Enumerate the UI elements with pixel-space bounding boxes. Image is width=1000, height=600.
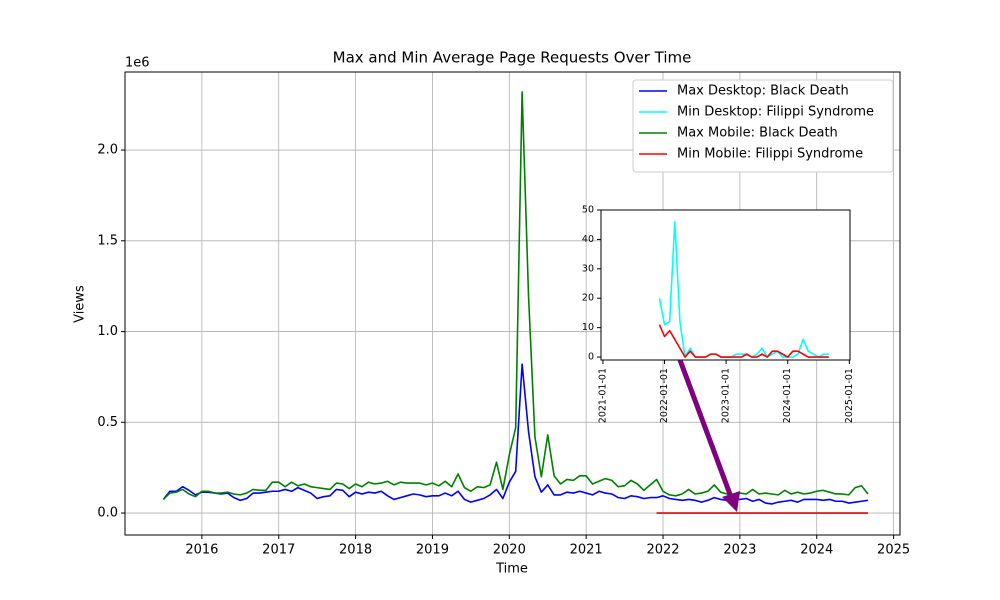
series-line: [162, 91, 869, 500]
x-tick-label: 2016: [185, 543, 218, 558]
y-tick-label: 30: [582, 263, 594, 274]
x-tick-label: 2024-01-01: [782, 368, 793, 423]
y-tick-label: 10: [582, 322, 594, 333]
plot-frame: [124, 71, 901, 536]
x-tick-label: 2025: [877, 543, 910, 558]
series-line: [162, 363, 869, 505]
y-tick-label: 50: [582, 205, 594, 216]
legend-label: Min Mobile: Filippi Syndrome: [677, 147, 863, 162]
x-tick-label: 2018: [339, 543, 372, 558]
x-tick-label: 2024: [800, 543, 833, 558]
x-tick-label: 2017: [262, 543, 295, 558]
x-tick-label: 2022-01-01: [659, 368, 670, 423]
x-tick-label: 2025-01-01: [844, 368, 855, 423]
y-tick-label: 40: [582, 234, 594, 245]
y-tick-label: 0.5: [97, 415, 118, 430]
x-tick-label: 2019: [416, 543, 449, 558]
plot-area: [601, 210, 850, 360]
y-tick-label: 1.5: [97, 233, 118, 248]
series-line: [658, 220, 829, 358]
y-axis-label: Views: [73, 285, 88, 323]
x-tick-label: 2023: [723, 543, 756, 558]
legend-label: Max Desktop: Black Death: [677, 84, 849, 99]
chart-title: Max and Min Average Page Requests Over T…: [333, 49, 692, 67]
legend-label: Min Desktop: Filippi Syndrome: [677, 105, 874, 120]
arrow-head: [722, 491, 740, 512]
plot-frame: [600, 209, 851, 361]
legend-label: Max Mobile: Black Death: [677, 126, 838, 141]
y-tick-label: 0: [588, 352, 594, 363]
x-tick-label: 2022: [646, 543, 679, 558]
arrow-shaft: [677, 359, 734, 498]
legend-box: [632, 79, 894, 173]
y-tick-label: 2.0: [97, 143, 118, 158]
x-tick-label: 2023-01-01: [721, 368, 732, 423]
x-axis-label: Time: [495, 562, 528, 577]
y-tick-label: 1.0: [97, 324, 118, 339]
annotation-arrow: [677, 359, 740, 512]
x-tick-label: 2021-01-01: [597, 368, 608, 423]
x-tick-label: 2020: [493, 543, 526, 558]
y-tick-label: 20: [582, 293, 594, 304]
series-line: [658, 324, 829, 358]
x-tick-label: 2021: [570, 543, 603, 558]
y-offset-label: 1e6: [125, 56, 150, 71]
y-tick-label: 0.0: [97, 506, 118, 521]
